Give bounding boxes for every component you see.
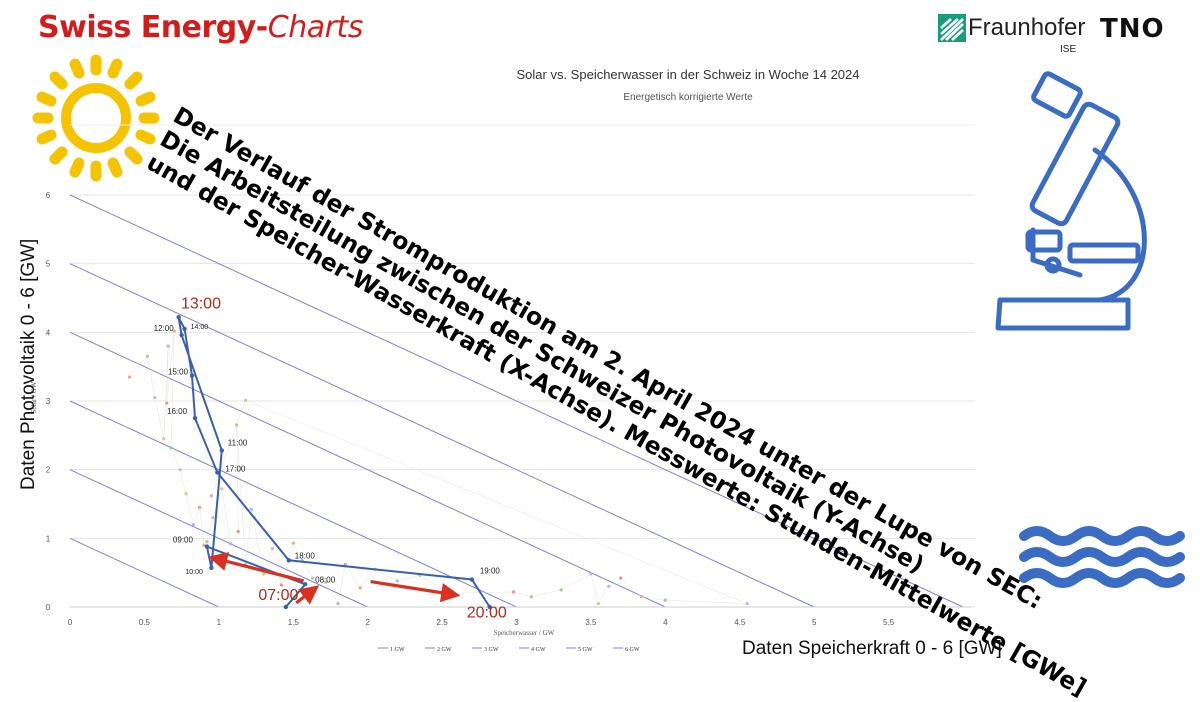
fraunhofer-logo: Fraunhofer ISE bbox=[938, 14, 1088, 55]
data-point bbox=[189, 373, 195, 378]
red-arrow bbox=[370, 580, 461, 603]
highlight-time-label: 13:00 bbox=[181, 295, 221, 312]
x-tick-label: 4 bbox=[663, 618, 668, 627]
data-point bbox=[302, 582, 308, 587]
legend-label: 5 GW bbox=[578, 647, 593, 653]
red-arrow bbox=[295, 585, 320, 605]
data-point bbox=[179, 332, 184, 338]
x-tick-label: 6 bbox=[961, 618, 966, 627]
iso-line bbox=[69, 263, 815, 608]
brand-logo: Swiss Energy-Charts bbox=[38, 10, 363, 45]
data-label: 14:00 bbox=[191, 324, 209, 331]
outer-y-label: Daten Photovoltaik 0 - 6 [GW] bbox=[18, 238, 39, 490]
data-label: 12:00 bbox=[154, 324, 175, 333]
data-point bbox=[283, 604, 289, 610]
x-tick-label: 5 bbox=[812, 618, 817, 627]
data-label: 08:00 bbox=[315, 575, 336, 584]
data-point bbox=[286, 558, 291, 563]
y-axis-label: Solar / GW bbox=[30, 381, 38, 413]
data-label: 17:00 bbox=[225, 464, 246, 473]
x-axis-label: Speicherwasser / GW bbox=[494, 629, 555, 637]
background-line bbox=[129, 330, 748, 605]
highlight-time-label: 20:00 bbox=[467, 604, 507, 621]
background-point bbox=[166, 344, 170, 348]
legend-label: 6 GW bbox=[625, 647, 640, 653]
tno-logo: TNO bbox=[1100, 14, 1165, 44]
microscope-icon bbox=[995, 71, 1147, 331]
iso-line bbox=[69, 469, 368, 608]
y-tick-label: 2 bbox=[46, 466, 51, 475]
data-label: 18:00 bbox=[295, 551, 316, 560]
legend-label: 1 GW bbox=[390, 647, 405, 653]
chart-title: Solar vs. Speicherwasser in der Schweiz … bbox=[517, 67, 860, 82]
x-tick-label: 5.5 bbox=[883, 618, 895, 627]
iso-line bbox=[69, 400, 517, 608]
data-point bbox=[192, 415, 198, 421]
fraunhofer-logo-icon bbox=[938, 14, 966, 42]
partner-name: Fraunhofer bbox=[968, 14, 1086, 41]
data-point bbox=[487, 604, 492, 610]
partner-sub: ISE bbox=[1060, 44, 1077, 55]
data-label: 10:00 bbox=[185, 569, 203, 576]
data-label: 11:00 bbox=[228, 438, 248, 447]
brand-main: Swiss Energy- bbox=[38, 10, 268, 45]
legend-label: 3 GW bbox=[484, 647, 499, 653]
y-tick-label: 0 bbox=[46, 603, 51, 612]
legend-label: 4 GW bbox=[531, 647, 546, 653]
x-tick-label: 2.5 bbox=[437, 618, 449, 627]
red-arrow bbox=[208, 552, 305, 583]
data-label: 16:00 bbox=[167, 407, 188, 416]
iso-line bbox=[69, 537, 220, 608]
x-tick-label: 1 bbox=[217, 618, 222, 627]
data-point bbox=[219, 448, 225, 453]
x-tick-label: 1.5 bbox=[288, 618, 300, 627]
x-tick-label: 0.5 bbox=[139, 618, 151, 627]
x-tick-label: 3.5 bbox=[585, 618, 597, 627]
legend-label: 2 GW bbox=[437, 647, 452, 653]
background-point bbox=[172, 329, 176, 333]
x-tick-label: 3 bbox=[514, 618, 519, 627]
data-label: 19:00 bbox=[480, 567, 501, 576]
chart: Solar vs. Speicherwasser in der Schweiz … bbox=[30, 54, 1185, 653]
y-tick-label: 4 bbox=[46, 328, 51, 337]
sun-icon bbox=[32, 54, 160, 182]
data-point bbox=[182, 326, 187, 332]
x-tick-label: 4.5 bbox=[734, 618, 746, 627]
brand-italic: Charts bbox=[267, 10, 364, 45]
y-tick-label: 3 bbox=[46, 397, 51, 406]
water-waves-icon bbox=[1019, 526, 1185, 588]
chart-subtitle: Energetisch korrigierte Werte bbox=[623, 92, 753, 103]
iso-line bbox=[69, 194, 964, 608]
outer-x-label: Daten Speicherkraft 0 - 6 [GW] bbox=[742, 638, 1002, 659]
series-line bbox=[177, 316, 491, 608]
y-tick-label: 1 bbox=[46, 534, 51, 543]
data-point bbox=[176, 315, 181, 320]
data-point bbox=[215, 470, 220, 475]
data-point bbox=[209, 565, 214, 571]
data-label: 09:00 bbox=[173, 536, 194, 545]
y-tick-label: 6 bbox=[46, 191, 51, 200]
data-point bbox=[469, 577, 475, 582]
x-tick-label: 2 bbox=[365, 618, 370, 627]
highlight-time-label: 07:00 bbox=[258, 587, 298, 604]
data-point bbox=[204, 544, 210, 549]
data-label: 15:00 bbox=[168, 368, 189, 377]
x-tick-label: 0 bbox=[68, 618, 73, 627]
y-tick-label: 5 bbox=[46, 260, 51, 269]
plot-area: 0 0.5 1 1.5 2 2.5 3 3.5 4 4.5 5 5.5 6 0 1 2 3 4 5 6 Speicher… bbox=[30, 124, 975, 653]
